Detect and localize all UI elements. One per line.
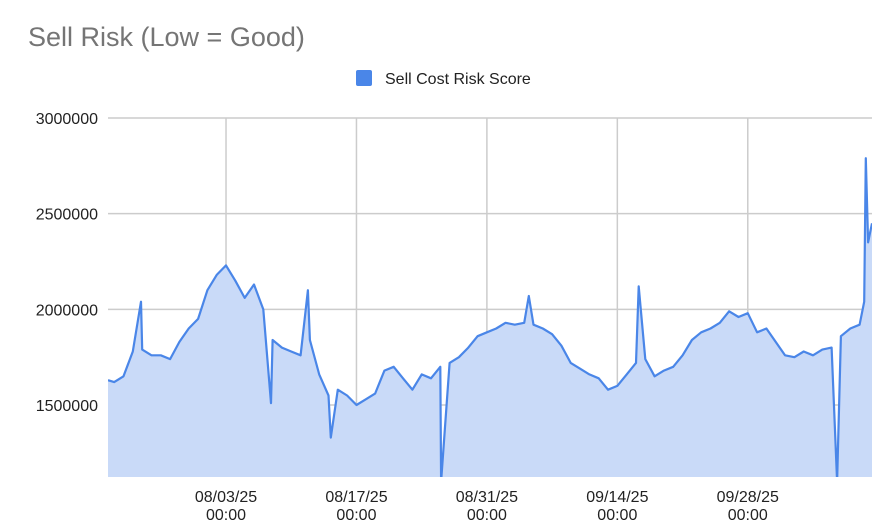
axes: 1500000 2000000 2500000 3000000 08/03/25 00:0…: [36, 70, 779, 524]
line: [108, 157, 872, 477]
plot-area: [108, 157, 872, 477]
area: [108, 158, 872, 477]
x-tick-label: 08/31/25 00:00: [456, 489, 518, 524]
x-tick-label: 09/28/25 00:00: [717, 489, 779, 524]
y-tick-label: 1500000: [36, 398, 98, 415]
y-tick-label: 2000000: [36, 302, 98, 319]
x-tick-label: 08/03/25 00:00: [195, 489, 257, 524]
y-tick-label: 3000000: [36, 111, 98, 128]
chart-title: Sell Risk (Low = Good): [28, 22, 305, 52]
x-tick-label: 09/14/25 00:00: [586, 489, 648, 524]
x-tick-label: 08/17/25 00:00: [325, 489, 387, 524]
legend-label: Sell Cost Risk Score: [385, 71, 531, 88]
y-tick-label: 2500000: [36, 207, 98, 224]
legend-swatch: [356, 70, 372, 86]
